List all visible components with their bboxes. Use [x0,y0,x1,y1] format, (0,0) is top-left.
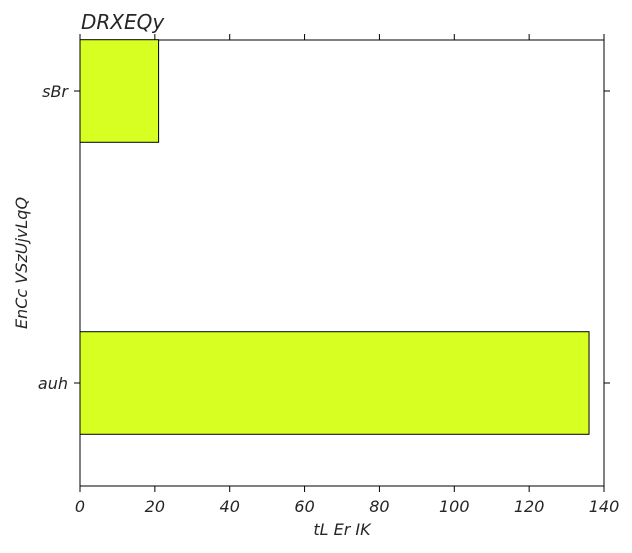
x-tick-label: 60 [294,497,314,516]
x-axis-ticks: 0 20 40 60 80 100 120 140 [75,34,619,516]
y-tick-label: auh [38,374,68,393]
bar-auh [79,331,590,435]
y-axis-ticks: sBr auh [38,82,610,393]
y-tick-label: sBr [42,82,69,101]
x-axis-label: tL Er IK [313,520,372,539]
x-tick-label: 40 [220,497,240,516]
x-tick-label: 120 [514,497,545,516]
bar-sBr [79,39,160,143]
y-axis-label: EnCc VSzUjvLqQ [12,197,31,329]
plot-frame [79,39,605,487]
x-tick-label: 0 [75,497,85,516]
chart-title: DRXEQy [81,10,165,34]
x-tick-label: 100 [439,497,470,516]
x-tick-label: 140 [589,497,620,516]
x-tick-label: 20 [145,497,165,516]
bar-series [79,39,590,435]
x-tick-label: 80 [369,497,389,516]
